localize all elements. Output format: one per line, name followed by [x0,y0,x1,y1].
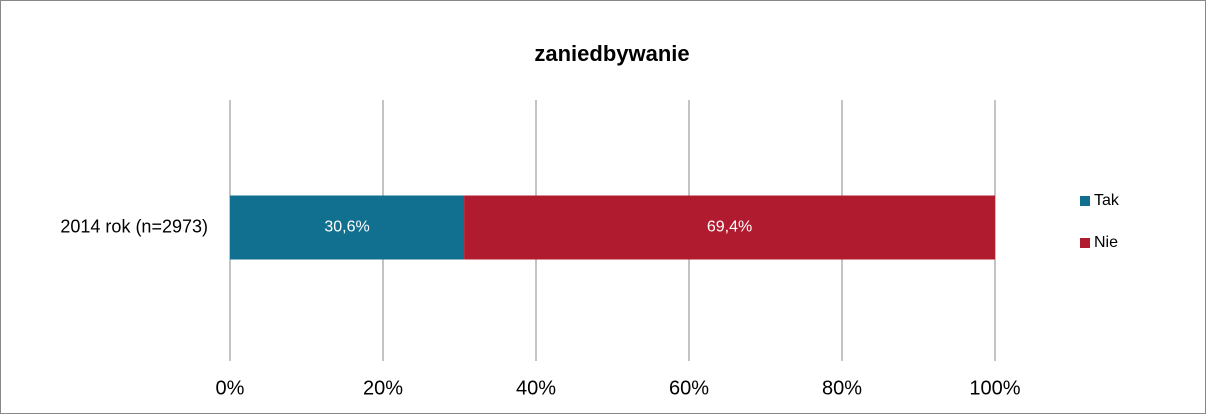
x-tick-label: 80% [822,377,862,399]
y-tick-label: 2014 rok (n=2973) [60,216,208,236]
x-tick-label: 100% [969,377,1020,399]
bar-segment [464,195,996,260]
legend-swatch [1080,238,1090,248]
legend-swatch [1080,196,1090,206]
x-tick-label: 20% [363,377,403,399]
legend-label: Tak [1094,192,1120,209]
legend-label: Nie [1094,234,1118,251]
x-tick-label: 40% [516,377,556,399]
data-label: 30,6% [324,219,369,236]
chart-title: zaniedbywanie [534,41,689,66]
data-label: 69,4% [707,219,752,236]
bar-segment [230,195,465,260]
x-tick-label: 60% [669,377,709,399]
x-tick-label: 0% [216,377,245,399]
